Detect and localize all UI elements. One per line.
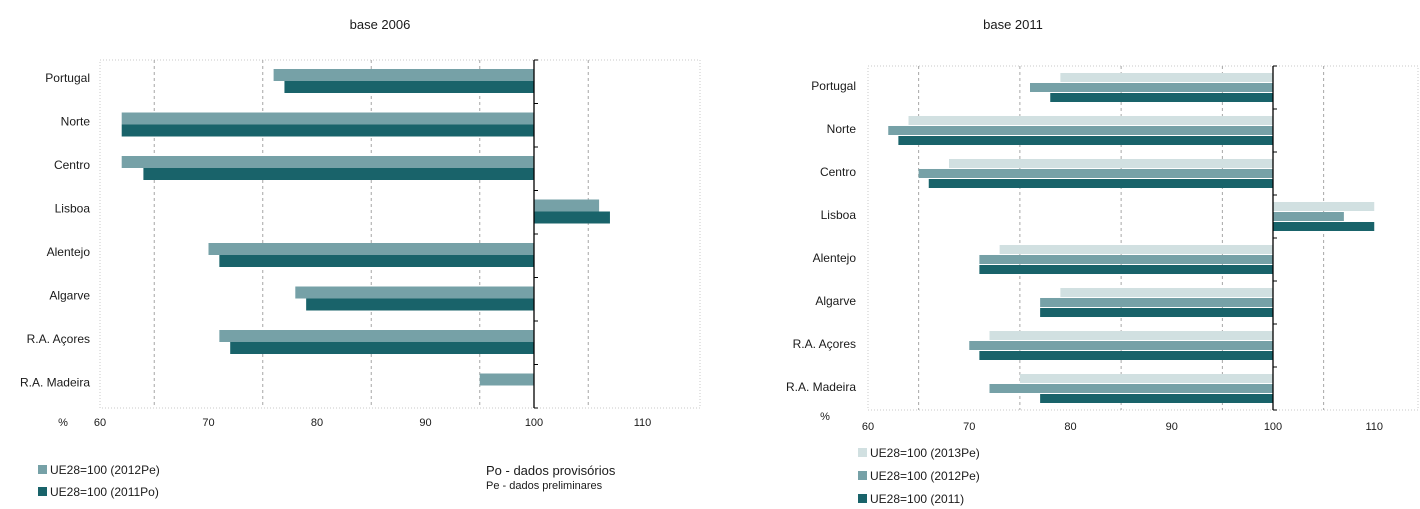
category-label: Centro [820, 165, 856, 179]
plot-frame [99, 59, 701, 409]
category-label: Alentejo [47, 245, 91, 259]
category-label: R.A. Madeira [786, 380, 856, 394]
category-label: R.A. Madeira [20, 376, 90, 390]
bar-1-8 [479, 373, 534, 386]
x-tick-label: 110 [1365, 421, 1383, 433]
legend-label: UE28=100 (2011) [870, 492, 964, 506]
bar-2-2 [121, 124, 534, 137]
category-label: R.A. Açores [793, 337, 856, 351]
bar-1-1 [273, 69, 534, 81]
bar-2-3 [143, 168, 534, 180]
bar-3-6 [1040, 308, 1273, 317]
bar-1-3 [949, 159, 1273, 168]
bar-1-7 [219, 330, 534, 342]
legend-swatch [38, 465, 47, 474]
bar-2-4 [534, 211, 610, 224]
chart-title: base 2006 [350, 17, 411, 32]
legend-swatch [858, 471, 867, 480]
x-tick-label: 70 [963, 421, 975, 433]
bar-2-7 [969, 341, 1273, 350]
bar-2-6 [1040, 298, 1273, 307]
bar-2-5 [219, 255, 534, 267]
bar-3-1 [1050, 93, 1273, 102]
x-tick-label: 60 [862, 421, 874, 433]
x-tick-label: 110 [634, 417, 652, 429]
bar-3-5 [979, 265, 1273, 274]
legend-label: UE28=100 (2012Pe) [870, 469, 980, 483]
bar-1-6 [295, 286, 534, 299]
category-label: Algarve [49, 289, 90, 303]
bar-2-8 [989, 384, 1273, 393]
chart-panel-1: base 2006 Portugal Norte Centro Lisboa Alente… [20, 17, 701, 499]
x-tick-label: 100 [1264, 421, 1282, 433]
bar-2-5 [979, 255, 1273, 264]
bar-1-2 [908, 116, 1273, 125]
x-axis-label: % [820, 411, 830, 423]
bar-3-7 [979, 351, 1273, 360]
category-label: Norte [827, 122, 857, 136]
legend-label: UE28=100 (2013Pe) [870, 446, 980, 460]
category-label: Portugal [811, 79, 856, 93]
note-preliminary: Pe - dados preliminares [486, 480, 603, 492]
bar-3-2 [898, 136, 1273, 145]
bar-2-2 [888, 126, 1273, 135]
bar-1-2 [121, 112, 534, 125]
bar-1-1 [1060, 73, 1273, 82]
bar-3-3 [928, 179, 1273, 188]
bar-2-6 [306, 298, 534, 311]
legend-swatch [858, 494, 867, 503]
category-label: Alentejo [813, 251, 857, 265]
bar-1-4 [534, 199, 600, 212]
bar-1-5 [208, 243, 534, 255]
legend-label: UE28=100 (2011Po) [50, 485, 159, 499]
category-label: Centro [54, 158, 90, 172]
bar-2-1 [1030, 83, 1273, 92]
chart-title: base 2011 [983, 17, 1043, 32]
bar-1-6 [1060, 288, 1273, 297]
x-axis-label: % [58, 417, 68, 429]
x-tick-label: 80 [311, 417, 323, 429]
legend-label: UE28=100 (2012Pe) [50, 463, 160, 477]
bar-1-8 [1019, 374, 1273, 383]
bar-2-7 [230, 342, 534, 354]
x-tick-label: 100 [525, 417, 543, 429]
x-tick-label: 90 [1166, 421, 1178, 433]
legend-swatch [38, 487, 47, 496]
category-label: Portugal [45, 71, 90, 85]
bar-1-5 [999, 245, 1273, 254]
category-label: R.A. Açores [27, 332, 90, 346]
chart-panel-2: base 2011 Portugal Norte Centro Lisboa Alente… [786, 17, 1419, 506]
x-tick-label: 90 [419, 417, 431, 429]
bar-2-4 [1273, 212, 1344, 221]
category-label: Norte [61, 115, 91, 129]
x-tick-label: 70 [202, 417, 214, 429]
category-label: Lisboa [55, 202, 91, 216]
bar-2-3 [918, 169, 1273, 178]
legend-swatch [858, 448, 867, 457]
bar-1-7 [989, 331, 1273, 340]
note-provisional: Po - dados provisórios [486, 463, 616, 478]
category-label: Algarve [815, 294, 856, 308]
bar-1-4 [1273, 202, 1375, 211]
bar-1-3 [121, 156, 534, 168]
x-tick-label: 60 [94, 417, 106, 429]
bar-2-1 [284, 81, 534, 93]
category-label: Lisboa [821, 208, 857, 222]
x-tick-label: 80 [1064, 421, 1076, 433]
bar-3-8 [1040, 394, 1273, 403]
bar-3-4 [1273, 222, 1375, 231]
